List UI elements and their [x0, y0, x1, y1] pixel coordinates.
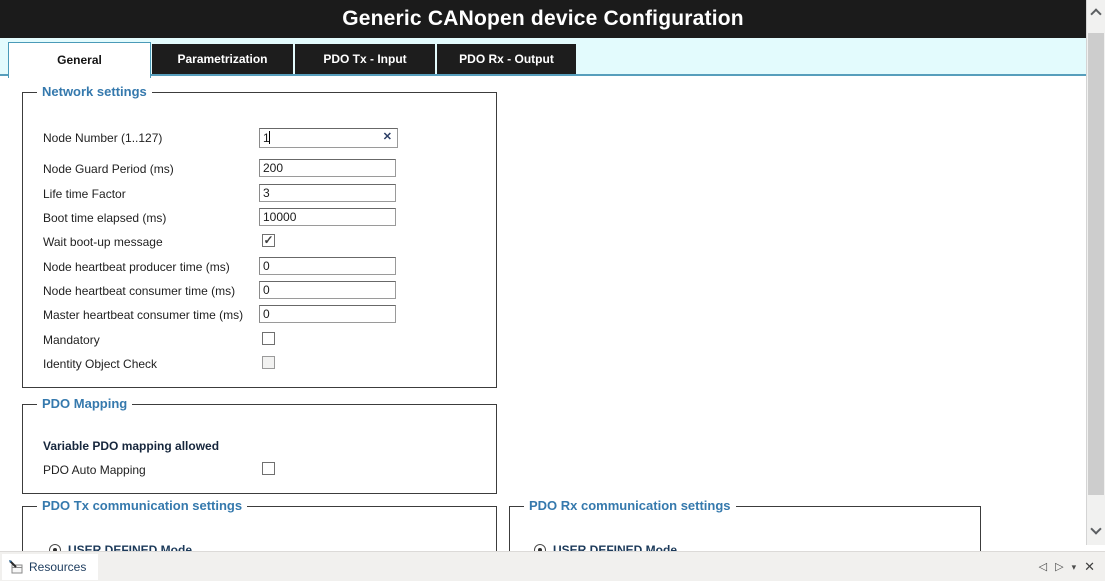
tab-general[interactable]: General — [8, 42, 151, 78]
pdo-mapping-group: PDO Mapping Variable PDO mapping allowed… — [22, 396, 497, 494]
resources-tab[interactable]: Resources — [2, 554, 99, 580]
clear-input-icon[interactable]: ✕ — [382, 131, 392, 143]
scroll-down-button[interactable] — [1087, 521, 1105, 543]
nav-right-icon[interactable]: ▷ — [1055, 561, 1064, 573]
boot-time-elapsed-label: Boot time elapsed (ms) — [43, 211, 167, 225]
wait-bootup-checkbox[interactable]: ✓ — [262, 234, 275, 247]
page-title: Generic CANopen device Configuration — [342, 7, 744, 30]
tab-navigation-controls: ◁ ▷ ▾ ✕ — [1039, 552, 1095, 581]
pdo-rx-comm-group: PDO Rx communication settings USER DEFIN… — [509, 498, 981, 551]
pdo-rx-user-defined-radio[interactable] — [534, 544, 546, 551]
pdo-mapping-legend: PDO Mapping — [37, 396, 133, 411]
tab-bar: General Parametrization PDO Tx - Input P… — [0, 38, 1086, 78]
identity-object-check-row: Identity Object Check — [23, 354, 496, 374]
nav-dropdown-icon[interactable]: ▾ — [1071, 562, 1077, 572]
scroll-up-button[interactable] — [1087, 2, 1105, 24]
tab-parametrization[interactable]: Parametrization — [152, 44, 293, 74]
life-time-factor-row: Life time Factor — [23, 184, 496, 204]
bottom-tab-bar: Resources ◁ ▷ ▾ ✕ — [0, 551, 1105, 581]
mandatory-row: Mandatory — [23, 330, 496, 350]
close-icon[interactable]: ✕ — [1084, 559, 1095, 574]
hb-consumer-label: Node heartbeat consumer time (ms) — [43, 284, 236, 298]
node-number-inputwrap: ✕ — [259, 128, 398, 148]
text-cursor — [269, 131, 270, 144]
hb-producer-label: Node heartbeat producer time (ms) — [43, 260, 230, 274]
pdo-auto-mapping-label: PDO Auto Mapping — [43, 463, 146, 477]
pdo-tx-user-defined-label: USER DEFINED Mode — [68, 543, 193, 551]
resources-tab-label: Resources — [29, 560, 87, 574]
node-number-label: Node Number (1..127) — [43, 131, 163, 145]
pdo-auto-mapping-row: PDO Auto Mapping — [23, 460, 496, 480]
vertical-scrollbar[interactable] — [1086, 0, 1105, 545]
hb-consumer-row: Node heartbeat consumer time (ms) — [23, 281, 496, 301]
mandatory-label: Mandatory — [43, 333, 100, 347]
hb-producer-row: Node heartbeat producer time (ms) — [23, 257, 496, 277]
pdo-rx-mode-row: USER DEFINED Mode — [534, 543, 934, 551]
title-bar: Generic CANopen device Configuration — [0, 0, 1086, 38]
network-settings-legend: Network settings — [37, 84, 152, 99]
node-number-row: Node Number (1..127) ✕ — [23, 128, 496, 148]
hb-consumer-input[interactable] — [259, 281, 396, 299]
node-number-input[interactable] — [259, 128, 398, 148]
wait-bootup-label: Wait boot-up message — [43, 235, 163, 249]
chevron-down-icon — [1090, 523, 1102, 535]
pdo-tx-comm-legend: PDO Tx communication settings — [37, 498, 248, 513]
master-hb-consumer-input[interactable] — [259, 305, 396, 323]
chevron-up-icon — [1090, 8, 1102, 20]
life-time-factor-label: Life time Factor — [43, 187, 126, 201]
wait-bootup-row: Wait boot-up message ✓ — [23, 232, 496, 252]
resources-icon — [9, 560, 23, 574]
node-guard-period-input[interactable] — [259, 159, 396, 177]
boot-time-elapsed-input[interactable] — [259, 208, 396, 226]
mandatory-checkbox[interactable] — [262, 332, 275, 345]
nav-left-icon[interactable]: ◁ — [1038, 561, 1048, 573]
node-guard-period-row: Node Guard Period (ms) — [23, 159, 496, 179]
general-tab-content: Network settings Node Number (1..127) ✕ … — [0, 76, 1086, 551]
node-guard-period-label: Node Guard Period (ms) — [43, 162, 174, 176]
variable-pdo-mapping-note: Variable PDO mapping allowed — [43, 439, 220, 453]
life-time-factor-input[interactable] — [259, 184, 396, 202]
tab-pdo-tx-input[interactable]: PDO Tx - Input — [295, 44, 435, 74]
master-hb-consumer-row: Master heartbeat consumer time (ms) — [23, 305, 496, 325]
pdo-tx-mode-row: USER DEFINED Mode — [49, 543, 449, 551]
tab-pdo-rx-output[interactable]: PDO Rx - Output — [437, 44, 576, 74]
master-hb-consumer-label: Master heartbeat consumer time (ms) — [43, 308, 244, 322]
pdo-tx-comm-group: PDO Tx communication settings USER DEFIN… — [22, 498, 497, 551]
pdo-auto-mapping-checkbox[interactable] — [262, 462, 275, 475]
pdo-tx-user-defined-radio[interactable] — [49, 544, 61, 551]
identity-object-check-label: Identity Object Check — [43, 357, 158, 371]
scrollbar-thumb[interactable] — [1088, 33, 1104, 495]
identity-object-check-checkbox[interactable] — [262, 356, 275, 369]
network-settings-group: Network settings Node Number (1..127) ✕ … — [22, 84, 497, 388]
hb-producer-input[interactable] — [259, 257, 396, 275]
pdo-rx-user-defined-label: USER DEFINED Mode — [553, 543, 678, 551]
pdo-rx-comm-legend: PDO Rx communication settings — [524, 498, 736, 513]
boot-time-elapsed-row: Boot time elapsed (ms) — [23, 208, 496, 228]
checkmark-icon: ✓ — [263, 233, 274, 247]
